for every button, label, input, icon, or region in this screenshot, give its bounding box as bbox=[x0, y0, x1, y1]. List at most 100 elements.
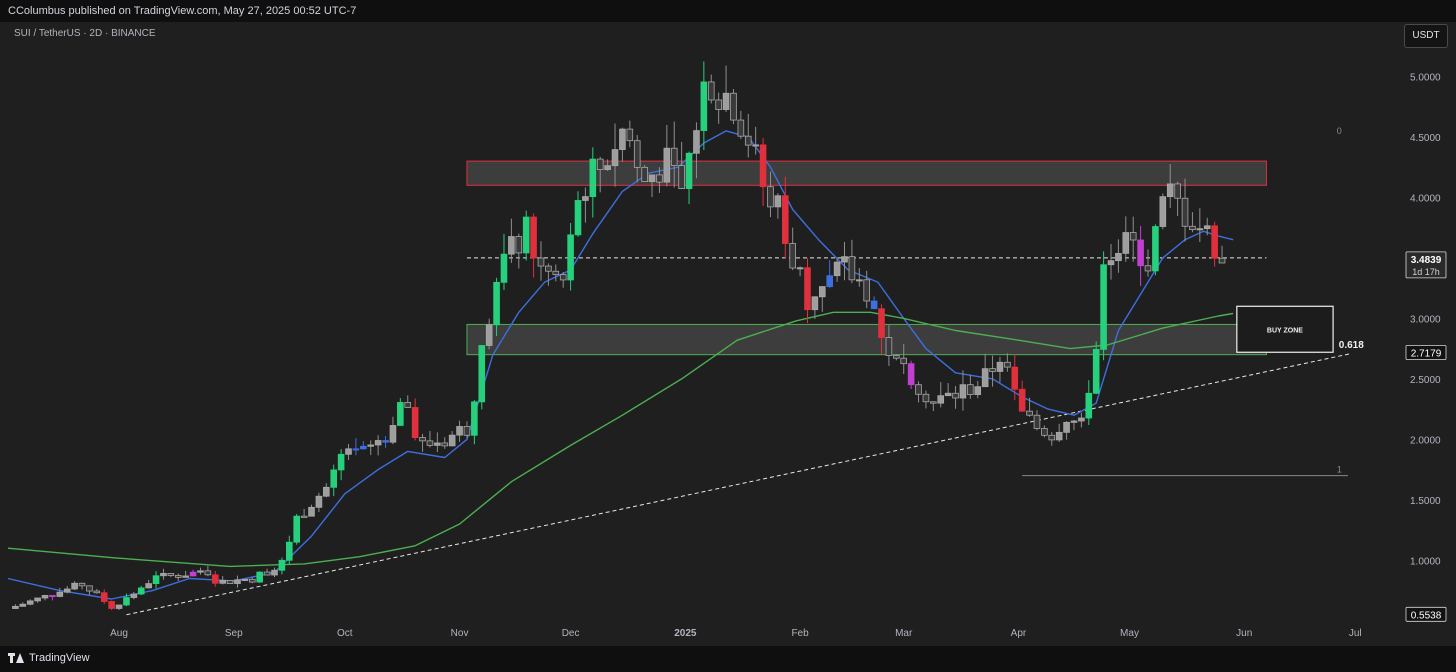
candle bbox=[108, 601, 115, 609]
candle bbox=[522, 216, 530, 254]
candle bbox=[922, 393, 930, 403]
candle bbox=[471, 401, 478, 436]
candle bbox=[693, 130, 700, 154]
price-chart[interactable]: BUY ZONE00.61815.00004.50004.00003.50003… bbox=[0, 0, 1456, 645]
candle bbox=[878, 308, 885, 338]
candle bbox=[1063, 421, 1070, 433]
candle bbox=[1174, 183, 1181, 199]
candle bbox=[419, 437, 426, 442]
x-tick-label: Apr bbox=[1011, 628, 1027, 639]
currency-button[interactable]: USDT bbox=[1404, 24, 1448, 48]
candle bbox=[967, 384, 974, 395]
candle bbox=[56, 591, 64, 597]
candle bbox=[537, 257, 545, 267]
candle bbox=[100, 592, 108, 602]
candle bbox=[1107, 260, 1115, 266]
candle bbox=[804, 267, 811, 311]
price-tag bbox=[1405, 606, 1447, 622]
candle bbox=[263, 571, 271, 576]
x-tick-label: Sep bbox=[225, 628, 243, 639]
candle bbox=[663, 147, 671, 183]
candle bbox=[515, 236, 523, 254]
fib-618-label: 0.618 bbox=[1339, 340, 1364, 351]
x-tick-label: Jun bbox=[1236, 628, 1252, 639]
candle bbox=[759, 144, 767, 188]
candle bbox=[574, 200, 582, 236]
candle bbox=[374, 440, 382, 446]
candle bbox=[582, 196, 589, 201]
candle bbox=[559, 274, 567, 281]
candle bbox=[293, 515, 301, 543]
candle bbox=[596, 158, 604, 170]
candle bbox=[848, 256, 856, 281]
tradingview-logo-icon bbox=[8, 653, 24, 663]
candle bbox=[71, 582, 78, 590]
candle bbox=[1166, 183, 1174, 198]
candle bbox=[130, 593, 138, 598]
x-tick-label: Jul bbox=[1349, 628, 1362, 639]
candle bbox=[441, 442, 449, 447]
ma-fast-line bbox=[7, 130, 1234, 600]
chart-frame[interactable] bbox=[0, 22, 1456, 645]
y-tick-label: 4.0000 bbox=[1410, 193, 1441, 204]
candle bbox=[530, 216, 537, 259]
candle bbox=[34, 597, 41, 602]
candle bbox=[826, 275, 833, 287]
x-tick-label: Dec bbox=[562, 628, 580, 639]
candle bbox=[722, 92, 730, 110]
candle bbox=[545, 265, 552, 272]
candle bbox=[915, 384, 922, 395]
candle bbox=[19, 603, 27, 607]
candle bbox=[382, 440, 389, 443]
candle bbox=[26, 600, 34, 605]
candle bbox=[870, 300, 878, 310]
candle bbox=[678, 165, 685, 190]
candle bbox=[641, 166, 648, 183]
candle bbox=[478, 345, 486, 403]
candle bbox=[1137, 239, 1144, 267]
y-tick-label: 3.0000 bbox=[1410, 314, 1441, 325]
x-tick-label: Mar bbox=[895, 628, 913, 639]
candle bbox=[248, 578, 256, 583]
candle bbox=[456, 426, 463, 436]
candle bbox=[219, 580, 226, 584]
candle bbox=[1092, 349, 1100, 394]
candle bbox=[567, 234, 574, 281]
candle bbox=[1004, 361, 1011, 368]
x-tick-label: Oct bbox=[337, 628, 353, 639]
candle bbox=[12, 605, 19, 609]
resistance-zone bbox=[466, 160, 1267, 186]
candle bbox=[174, 575, 182, 578]
candle bbox=[1115, 253, 1122, 262]
candle bbox=[611, 149, 619, 167]
candle bbox=[1055, 431, 1063, 441]
candle bbox=[115, 604, 123, 609]
candle bbox=[345, 448, 352, 455]
candle bbox=[952, 392, 959, 399]
candle bbox=[996, 361, 1004, 372]
candle bbox=[189, 571, 197, 577]
y-tick-label: 2.5000 bbox=[1410, 375, 1441, 386]
candle bbox=[397, 402, 404, 426]
candle bbox=[167, 572, 175, 576]
candle bbox=[63, 588, 71, 593]
candle bbox=[315, 495, 323, 508]
candle bbox=[1129, 232, 1137, 241]
candle bbox=[863, 279, 871, 302]
candle bbox=[1181, 197, 1189, 227]
candle bbox=[811, 296, 819, 311]
y-tick-label: 5.0000 bbox=[1410, 72, 1441, 83]
brand[interactable]: TradingView bbox=[8, 652, 90, 664]
candle bbox=[1100, 264, 1107, 350]
candle bbox=[944, 392, 952, 397]
price-tag-label: 2.7179 bbox=[1411, 349, 1442, 360]
fib-0-label: 0 bbox=[1337, 126, 1342, 136]
candle bbox=[197, 570, 204, 573]
brand-name: TradingView bbox=[29, 652, 90, 664]
candle bbox=[271, 569, 278, 576]
candle bbox=[226, 580, 234, 584]
candle bbox=[841, 256, 848, 263]
candle bbox=[744, 135, 752, 146]
candle bbox=[145, 583, 152, 589]
candle bbox=[981, 368, 989, 388]
